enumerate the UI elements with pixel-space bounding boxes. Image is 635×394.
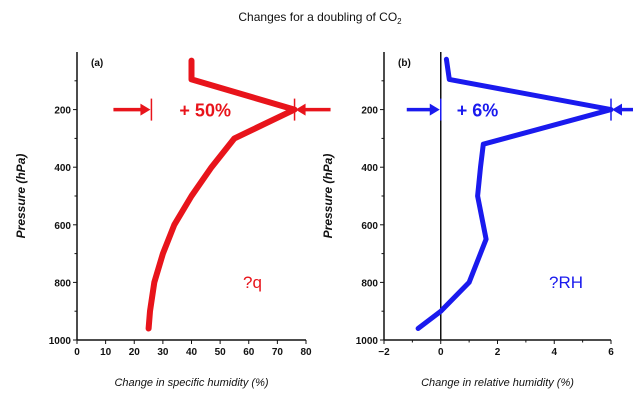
x-tick-label: 50 xyxy=(215,347,227,358)
x-tick-label: 70 xyxy=(272,347,284,358)
variable-label: ?q xyxy=(243,273,262,292)
y-tick-label: 200 xyxy=(361,106,378,117)
y-axis-label: Pressure (hPa) xyxy=(321,154,335,239)
arrow-right-head xyxy=(295,103,306,116)
change-label: + 6% xyxy=(457,101,499,121)
x-tick-label: 20 xyxy=(129,347,141,358)
x-tick-label: 0 xyxy=(74,347,80,358)
profile-line xyxy=(415,56,614,331)
panels: 0 10 20 30 40 50 60 70 802004006008001000(a)Chan… xyxy=(14,52,633,389)
x-tick-label: 2 xyxy=(495,347,501,358)
y-tick-label: 400 xyxy=(54,163,71,174)
y-tick-label: 200 xyxy=(54,106,71,117)
profile-line xyxy=(145,57,298,332)
y-tick-label: 800 xyxy=(361,278,378,289)
y-tick-label: 1000 xyxy=(49,336,72,347)
y-tick-label: 600 xyxy=(54,221,71,232)
x-axis-label: Change in relative humidity (%) xyxy=(421,377,574,389)
panel-label: (a) xyxy=(91,58,103,69)
x-tick-label: 60 xyxy=(243,347,255,358)
x-tick-label: 4 xyxy=(551,347,557,358)
x-tick-label: 30 xyxy=(157,347,169,358)
y-axis-label: Pressure (hPa) xyxy=(14,154,28,239)
figure-title: Changes for a doubling of CO2 xyxy=(238,10,402,26)
y-tick-label: 800 xyxy=(54,278,71,289)
x-tick-label: 80 xyxy=(300,347,312,358)
y-tick-label: 600 xyxy=(361,221,378,232)
arrow-left-head xyxy=(140,103,151,116)
change-label: + 50% xyxy=(179,101,231,121)
arrow-right-head xyxy=(612,103,622,116)
panel-b: −2 0 2 4 6 200 400 600 800 1000 (b) Change in relat… xyxy=(321,52,633,389)
variable-label: ?RH xyxy=(549,273,583,292)
arrow-left-head xyxy=(429,103,440,116)
x-tick-label: 40 xyxy=(186,347,198,358)
y-tick-label: 400 xyxy=(361,163,378,174)
x-axis-label: Change in specific humidity (%) xyxy=(114,377,268,389)
y-tick-label: 1000 xyxy=(356,336,379,347)
x-tick-label: −2 xyxy=(378,347,390,358)
panel-a: 0 10 20 30 40 50 60 70 80 200 400 600 800 1000 (a) Chan… xyxy=(14,52,331,389)
x-tick-label: 6 xyxy=(608,347,614,358)
x-tick-label: 10 xyxy=(100,347,112,358)
panel-label: (b) xyxy=(398,58,411,69)
x-tick-label: 0 xyxy=(438,347,444,358)
